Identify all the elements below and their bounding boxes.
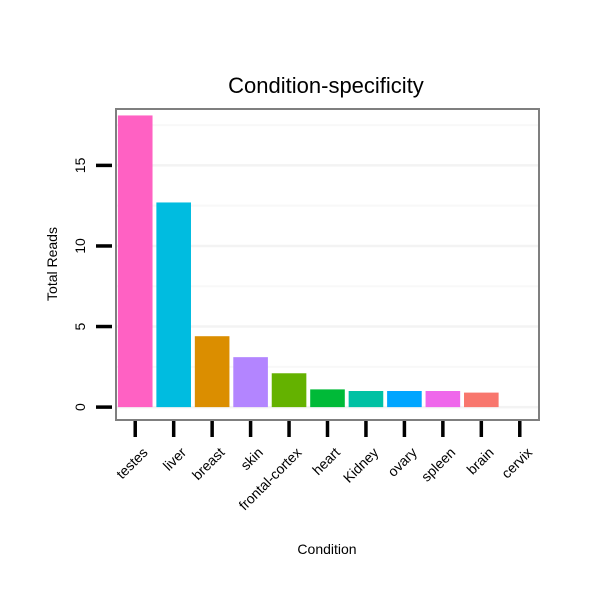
x-tick-label: Kidney (340, 444, 382, 486)
plot-border (115, 108, 540, 421)
y-tick-label: 15 (72, 157, 88, 173)
bar-ovary (387, 390, 422, 408)
y-tick-label: 5 (72, 322, 88, 330)
bar-liver (156, 202, 191, 408)
x-tick-label: skin (237, 444, 266, 473)
x-tick-label: cervix (498, 444, 535, 481)
bar-skin (233, 357, 268, 408)
y-axis: 0 5 10 15 (72, 157, 112, 411)
bar-frontal-cortex (271, 373, 307, 408)
x-tick-label: spleen (418, 444, 458, 484)
bar-breast (194, 336, 230, 408)
x-tick-label: liver (160, 444, 190, 474)
x-axis-title: Condition (297, 541, 356, 557)
bar-testes (117, 115, 153, 408)
x-tick-label: testes (113, 444, 151, 482)
x-tick-label: ovary (384, 444, 420, 480)
chart-title: Condition-specificity (228, 73, 424, 98)
bars (117, 115, 499, 408)
bar-brain (464, 392, 499, 408)
bar-spleen (425, 390, 461, 408)
y-tick-label: 0 (72, 403, 88, 411)
y-axis-title: Total Reads (44, 227, 60, 301)
y-tick-label: 10 (72, 238, 88, 254)
x-tick-label: heart (309, 444, 343, 478)
x-tick-label: brain (463, 444, 496, 477)
bar-kidney (348, 390, 384, 408)
x-tick-label: breast (189, 444, 228, 483)
bar-heart (310, 389, 345, 408)
